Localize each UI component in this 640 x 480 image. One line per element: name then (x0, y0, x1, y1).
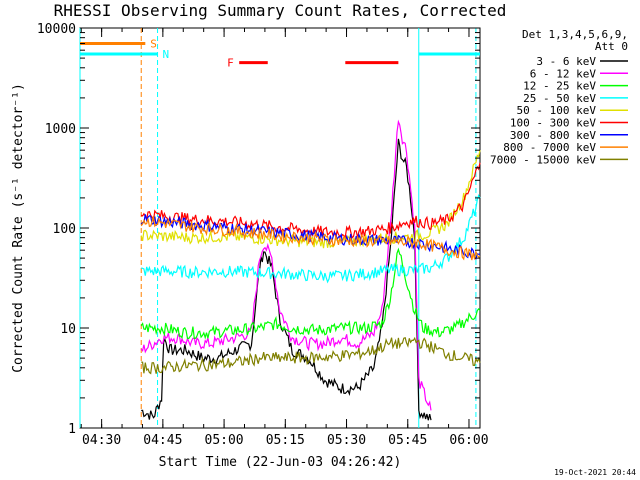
state-bar-label-0: S (150, 37, 157, 50)
x-axis-label: Start Time (22-Jun-03 04:26:42) (159, 455, 402, 470)
series-line-0 (141, 138, 432, 421)
y-axis-label: Corrected Count Rate (s⁻¹ detector⁻¹) (11, 83, 26, 373)
x-tick-label-1: 04:45 (143, 433, 182, 448)
x-tick-label-4: 05:30 (327, 433, 366, 448)
series-line-1 (140, 119, 432, 411)
series-lines (140, 119, 481, 421)
y-axis: 1 10 100 1000 10000 (37, 22, 480, 437)
series-line-3 (141, 193, 481, 284)
legend-label-7: 800 - 7000 keV (503, 141, 596, 154)
series-line-2 (140, 247, 481, 340)
plot-area: SN F (79, 27, 481, 429)
x-tick-label-5: 05:45 (388, 433, 427, 448)
legend-label-5: 100 - 300 keV (510, 117, 596, 130)
x-tick-label-6: 06:00 (449, 433, 488, 448)
y-tick-label-0: 1 (68, 422, 76, 437)
state-bar-label-1: N (163, 48, 170, 61)
state-bars: SN F (80, 37, 480, 70)
legend-label-6: 300 - 800 keV (510, 129, 596, 142)
x-tick-label-0: 04:30 (82, 433, 121, 448)
y-tick-label-3: 1000 (45, 122, 76, 137)
legend-label-3: 25 - 50 keV (523, 92, 596, 105)
legend-label-0: 3 - 6 keV (536, 55, 596, 68)
timestamp: 19-Oct-2021 20:44 (554, 468, 636, 477)
y-tick-label-4: 10000 (37, 22, 76, 37)
y-tick-label-1: 10 (60, 322, 76, 337)
state-bar-label-3: F (227, 57, 234, 70)
chart-title: RHESSI Observing Summary Count Rates, Co… (54, 1, 507, 20)
legend-header-line-2: Att 0 (595, 40, 628, 53)
y-tick-label-2: 100 (53, 222, 76, 237)
series-line-7 (140, 216, 481, 261)
series-line-8 (141, 336, 481, 375)
legend-label-8: 7000 - 15000 keV (490, 153, 596, 166)
x-tick-label-3: 05:15 (266, 433, 305, 448)
x-axis: 04:30 04:45 05:00 05:15 05:30 05:45 06:00 (80, 28, 489, 448)
x-tick-label-2: 05:00 (205, 433, 244, 448)
legend-label-4: 50 - 100 keV (517, 104, 597, 117)
legend-label-2: 12 - 25 keV (523, 80, 596, 93)
legend-header-line-1: Det 1,3,4,5,6,9, (522, 28, 628, 41)
legend-label-1: 6 - 12 keV (530, 67, 597, 80)
